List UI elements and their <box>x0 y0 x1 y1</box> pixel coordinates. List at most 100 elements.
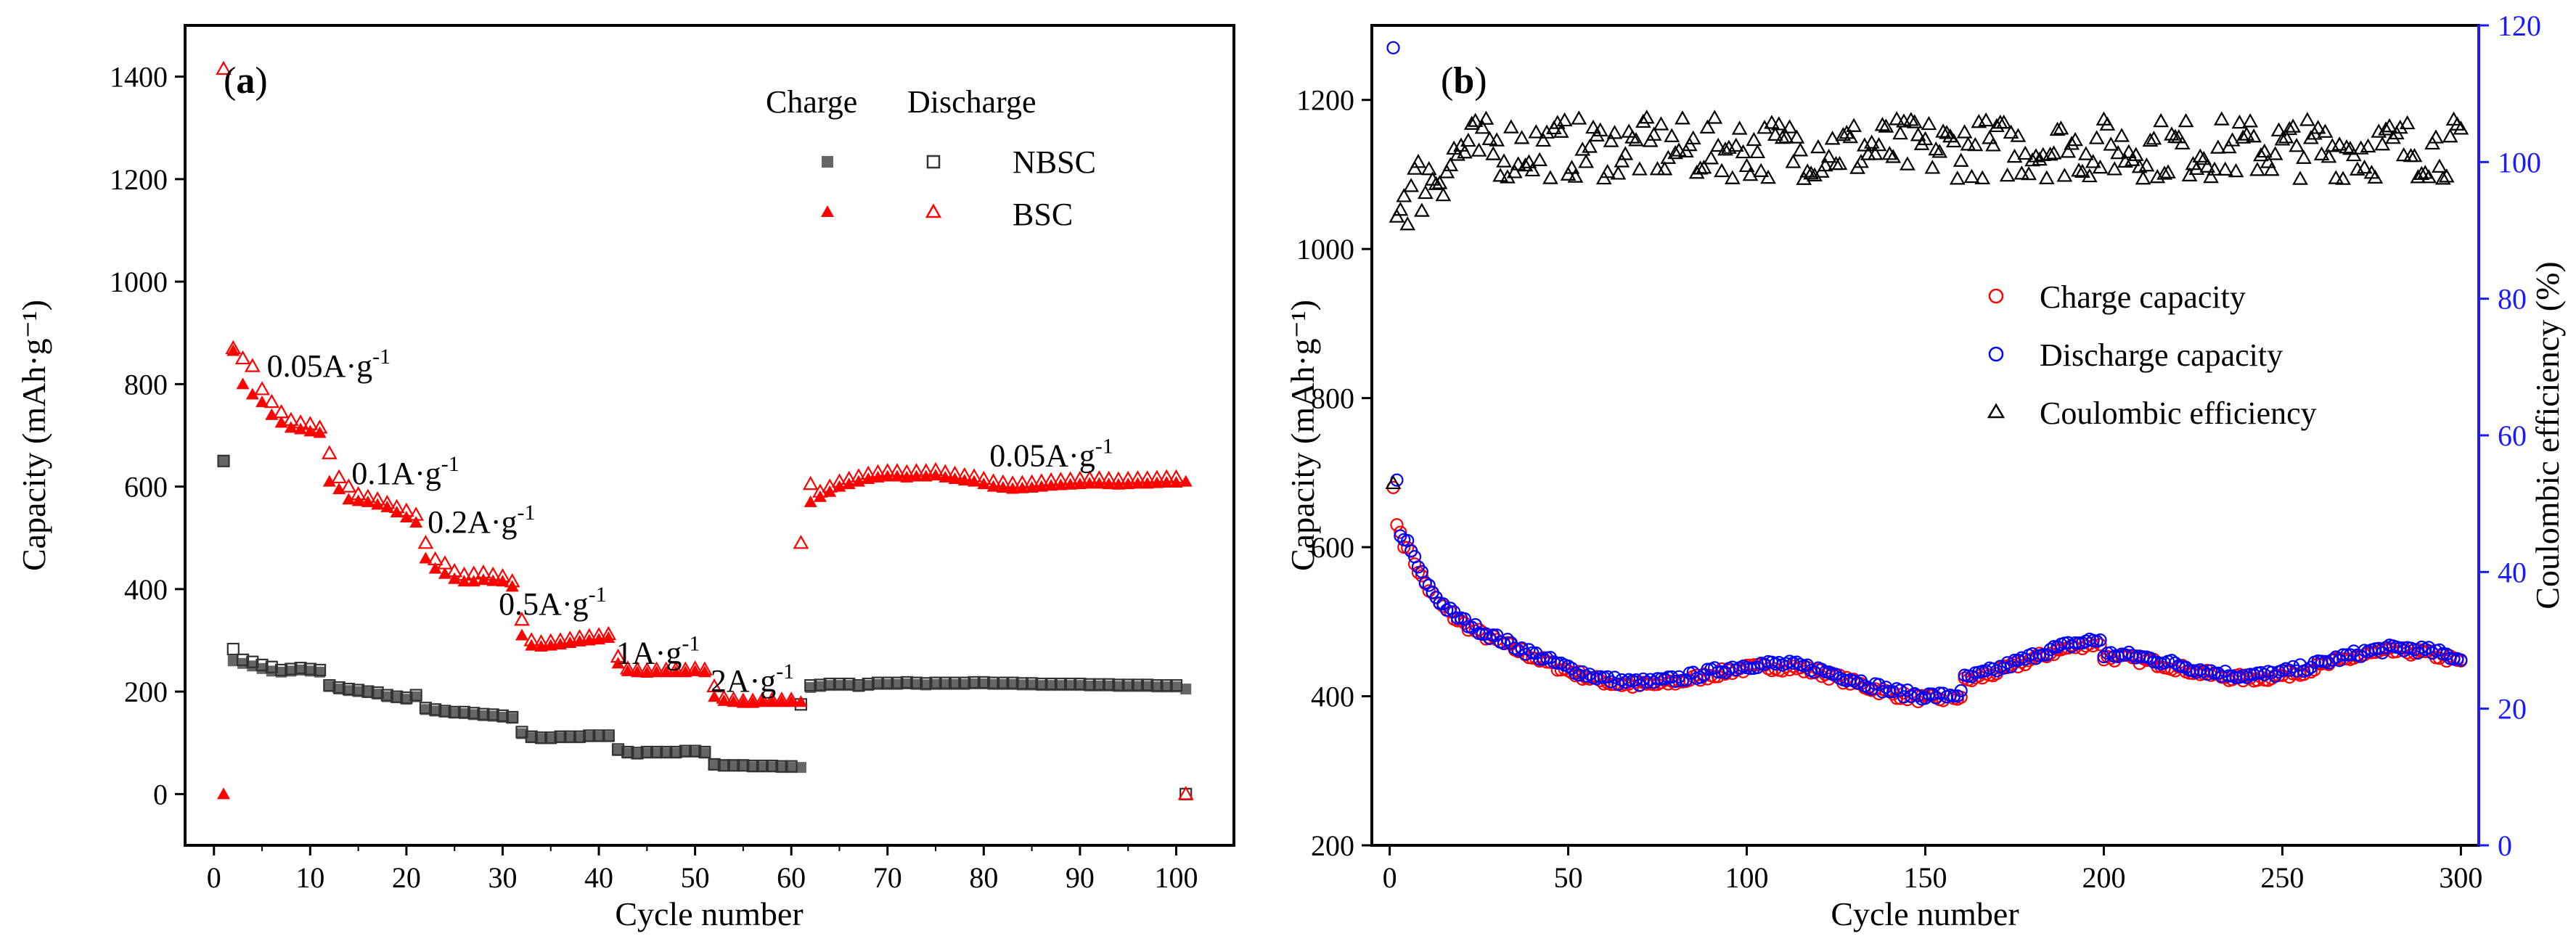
panel-paren-close-b: ) <box>1474 60 1487 102</box>
data-point <box>1889 111 1905 126</box>
data-point <box>2067 131 2083 147</box>
data-point <box>1386 41 1400 54</box>
data-point <box>766 761 778 773</box>
data-point <box>939 676 952 689</box>
data-point <box>1703 150 1720 165</box>
data-point <box>1643 673 1657 686</box>
data-point <box>1415 569 1428 583</box>
data-point <box>851 468 867 483</box>
data-point <box>1778 128 1794 144</box>
data-point <box>1717 141 1733 156</box>
data-point <box>611 657 625 669</box>
y-tick-label: 0 <box>153 778 168 810</box>
data-point <box>2231 114 2248 129</box>
x-tick-label: 10 <box>295 861 324 894</box>
data-point <box>408 506 425 521</box>
data-point <box>2064 136 2080 150</box>
legend-label-charge-capacity: Charge capacity <box>2040 279 2246 315</box>
plot-frame-b <box>1370 24 2480 847</box>
data-point <box>1928 141 1945 156</box>
data-point <box>555 732 566 744</box>
data-point <box>1885 149 1902 163</box>
data-point <box>1497 636 1511 650</box>
data-marks-a <box>216 60 1194 800</box>
data-point <box>1645 126 1662 141</box>
data-point <box>1931 144 1948 158</box>
data-point <box>1500 633 1515 647</box>
data-point <box>562 631 578 645</box>
data-point <box>793 535 809 549</box>
data-point <box>552 632 568 647</box>
data-point <box>708 758 721 771</box>
data-point <box>976 470 992 485</box>
data-point <box>1892 125 1908 140</box>
data-point <box>776 762 788 773</box>
data-point <box>650 745 663 759</box>
data-point <box>2213 111 2230 126</box>
data-point <box>949 678 961 690</box>
data-point <box>1592 122 1608 136</box>
data-point <box>727 759 740 772</box>
data-point <box>997 678 1009 690</box>
data-point <box>1753 163 1770 177</box>
data-point <box>1169 679 1183 692</box>
data-point <box>2136 650 2150 664</box>
data-point <box>831 473 848 488</box>
data-point <box>679 744 692 758</box>
data-point <box>1945 133 1962 148</box>
data-point <box>2260 154 2276 168</box>
data-point <box>1863 134 1880 149</box>
data-point <box>1510 156 1526 171</box>
data-point <box>409 689 422 702</box>
data-point <box>1615 673 1629 687</box>
data-point <box>536 733 547 744</box>
rate-annotation: 0.05A·g-1 <box>989 434 1113 473</box>
data-point <box>994 474 1011 489</box>
data-point <box>574 732 586 744</box>
data-point <box>2356 159 2373 174</box>
data-point <box>891 676 904 689</box>
data-point <box>1420 161 1437 176</box>
data-point <box>2285 118 2302 133</box>
data-point <box>514 612 530 626</box>
data-point <box>1120 470 1137 485</box>
data-point <box>1431 175 1448 189</box>
data-point <box>1696 160 1712 174</box>
data-point <box>2281 120 2298 136</box>
data-point <box>1749 144 1766 159</box>
data-point <box>2071 163 2087 177</box>
data-point <box>2270 122 2287 136</box>
data-point <box>1481 131 1498 146</box>
data-point <box>804 679 817 692</box>
data-point <box>430 705 441 717</box>
data-point <box>911 678 923 690</box>
x-tick-label: 20 <box>392 861 421 894</box>
data-point <box>891 678 903 690</box>
data-point <box>1572 668 1586 682</box>
data-point <box>2381 118 2397 133</box>
y-ticks-a: 0 200 400 600 800 1000 1200 1400 <box>110 61 185 810</box>
data-point <box>226 642 240 656</box>
data-point <box>1611 677 1625 691</box>
data-point <box>1803 165 1819 180</box>
data-point <box>1074 677 1087 691</box>
data-point <box>2021 165 2037 181</box>
data-point <box>2056 168 2073 182</box>
data-point <box>2088 130 2105 144</box>
data-point <box>1714 163 1730 178</box>
data-point <box>1518 647 1532 661</box>
data-point <box>716 689 732 704</box>
data-point <box>1168 469 1185 484</box>
data-point <box>380 500 394 512</box>
data-point <box>2153 112 2170 128</box>
data-point <box>1656 161 1673 176</box>
data-point <box>485 566 502 581</box>
data-point <box>2428 129 2444 144</box>
data-point <box>997 676 1010 689</box>
y-tick-label: 600 <box>1311 531 1354 564</box>
data-point <box>717 759 730 772</box>
data-point <box>1026 677 1039 690</box>
data-point <box>1853 154 1869 168</box>
data-point <box>533 634 549 649</box>
data-point <box>362 687 374 699</box>
